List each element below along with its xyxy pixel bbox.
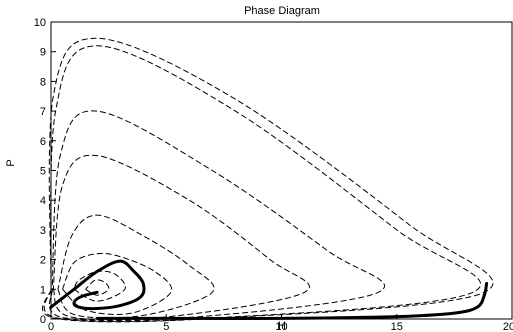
x-tick-label: 10 <box>275 321 287 332</box>
tick-layer: 0 5 10 15 20 0 1 2 3 4 5 6 7 8 9 10 <box>34 17 513 332</box>
y-tick-label: 10 <box>34 17 46 29</box>
dashed-trajectory-line <box>43 45 481 323</box>
dashed-trajectory-line <box>73 270 126 302</box>
y-tick-label: 4 <box>40 195 46 207</box>
x-tick-label: 0 <box>48 321 54 332</box>
chart-title: Phase Diagram <box>244 5 320 17</box>
plot-area: 0 5 10 15 20 0 1 2 3 4 5 6 7 8 9 10 <box>34 17 513 332</box>
y-tick-label: 3 <box>40 225 46 237</box>
dashed-trajectory-line <box>48 110 386 322</box>
series-layer <box>42 37 494 323</box>
solid-trajectory-line <box>95 281 489 321</box>
y-tick-label: 5 <box>40 166 46 178</box>
x-tick-label: 15 <box>391 321 403 332</box>
x-axis-label: H <box>278 320 286 332</box>
axes-frame <box>50 21 513 320</box>
y-tick-label: 0 <box>40 314 46 326</box>
y-tick-label: 6 <box>40 136 46 148</box>
dashed-trajectory-line <box>42 37 494 323</box>
y-tick-label: 2 <box>40 255 46 267</box>
y-tick-label: 7 <box>40 106 46 118</box>
dashed-trajectory-line <box>85 279 110 296</box>
y-tick-label: 1 <box>40 284 46 296</box>
y-tick-label: 8 <box>40 76 46 88</box>
x-tick-label: 20 <box>503 321 513 332</box>
x-tick-label: 5 <box>163 321 169 332</box>
solid-trajectory-line <box>49 259 146 311</box>
dashed-trajectory-line <box>57 214 215 319</box>
y-tick-label: 9 <box>40 47 46 59</box>
dashed-trajectory-line <box>52 154 310 321</box>
y-axis-label: P <box>5 159 17 166</box>
dashed-trajectory-line <box>62 252 173 315</box>
